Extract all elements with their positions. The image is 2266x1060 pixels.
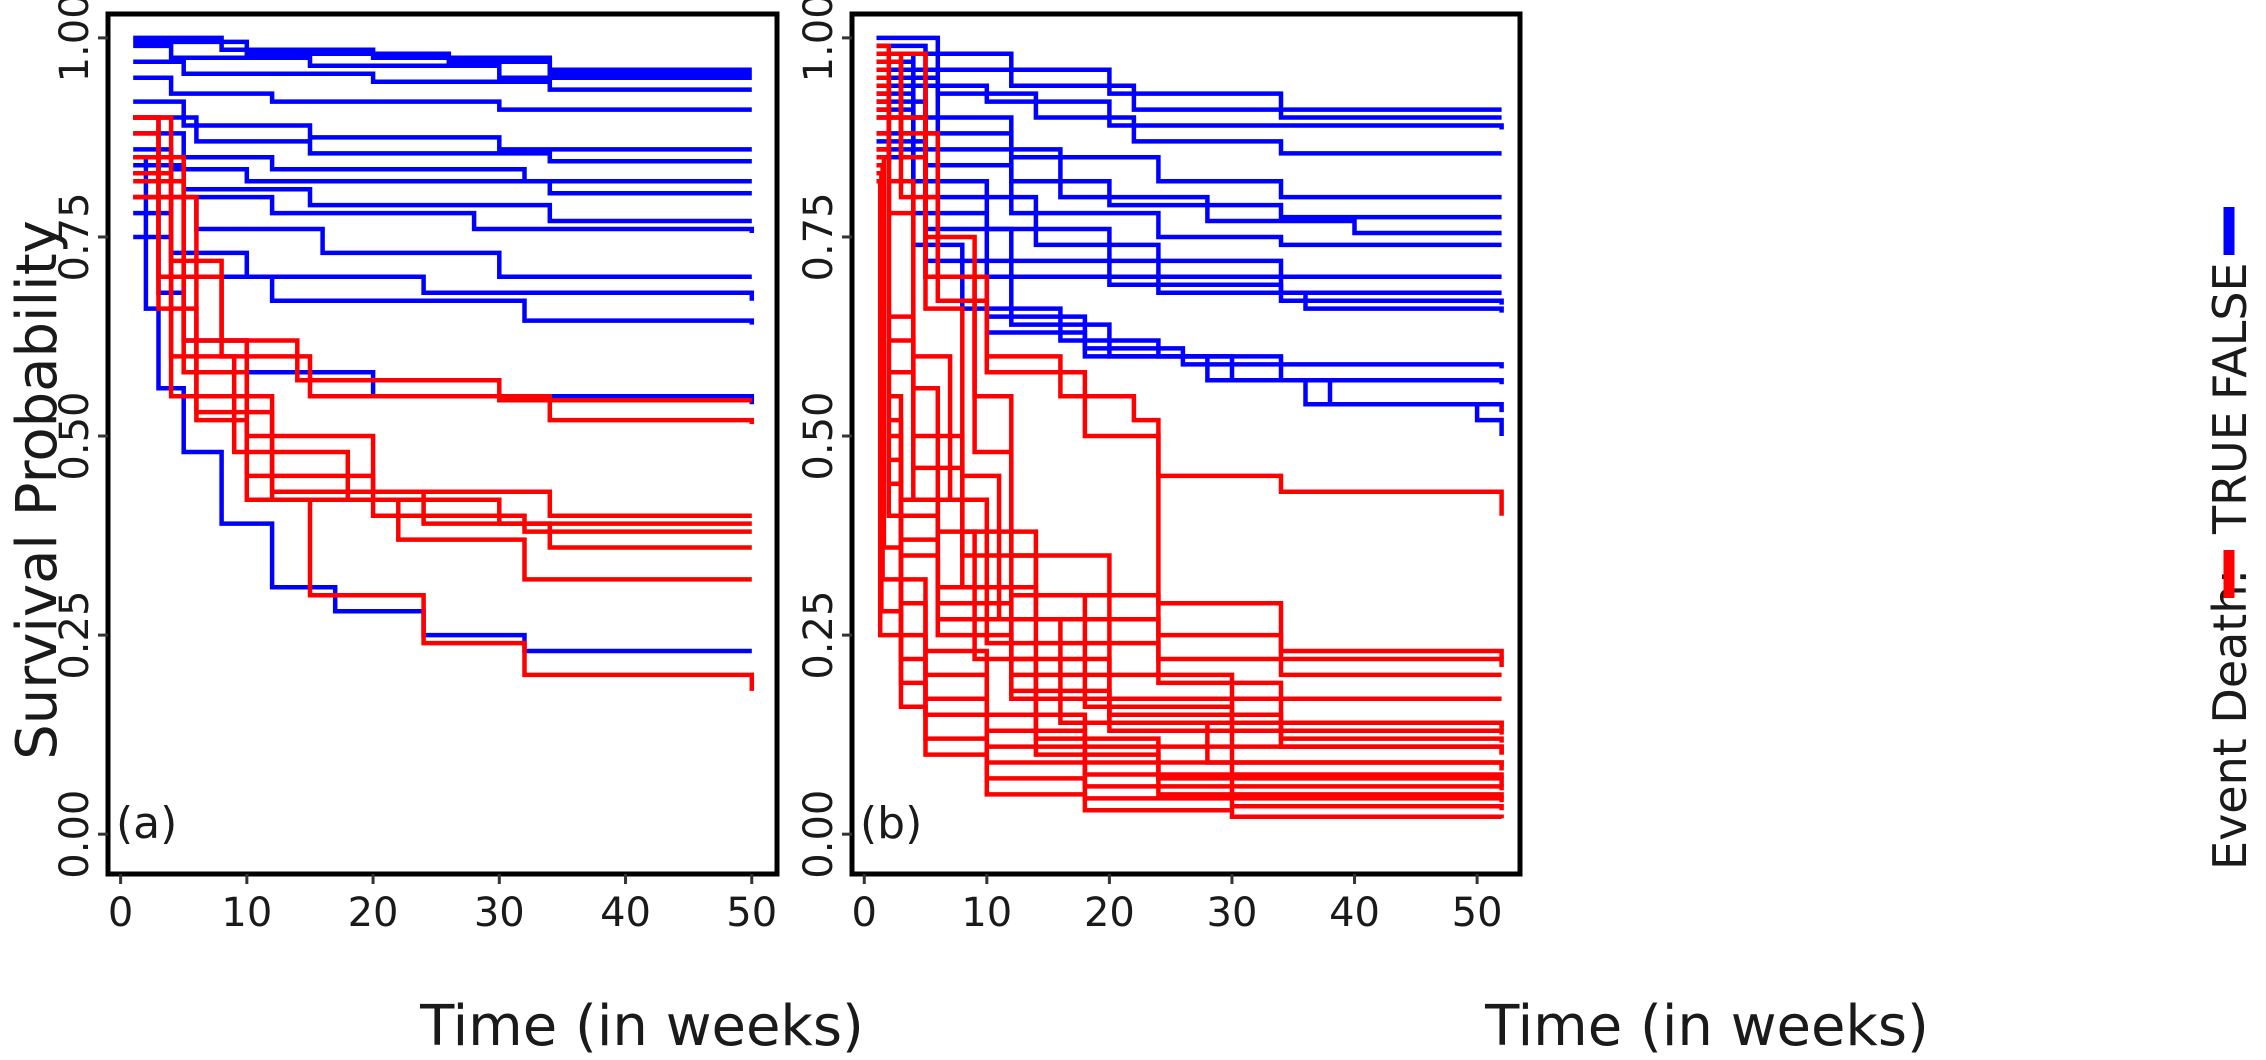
y-tick-label-a: 1.00 [52, 0, 98, 82]
y-axis-title: Survival Probability [5, 220, 70, 760]
legend: Event Death: TRUE FALSE [2203, 207, 2257, 870]
x-tick-label-b: 40 [1329, 890, 1380, 936]
x-tick-label-a: 30 [474, 890, 525, 936]
x-tick-label-b: 10 [961, 890, 1012, 936]
plot-frame-a [105, 11, 780, 877]
series-group-a [133, 35, 755, 691]
legend-label-true: TRUE [2203, 411, 2257, 535]
survival-curve-true [133, 194, 752, 550]
y-tick-label-a: 0.75 [52, 192, 98, 281]
survival-curve-true [876, 155, 1504, 791]
survival-curve-true [876, 171, 1504, 811]
survival-curve-true [876, 131, 1504, 767]
x-tick-label-b: 0 [852, 890, 877, 936]
y-tick-label-b: 0.00 [796, 790, 842, 879]
survival-curve-true [876, 147, 1504, 779]
plot-frame-b [849, 11, 1523, 877]
survival-curve-true [876, 178, 1504, 819]
survival-curve-false [133, 43, 752, 80]
x-tick-label-a: 50 [726, 890, 777, 936]
y-tick-label-a: 0.25 [52, 591, 98, 680]
survival-curve-false [876, 51, 1502, 156]
panel-a-x-axis-title: Time (in weeks) [419, 994, 864, 1059]
y-tick-label-b: 1.00 [796, 0, 842, 82]
survival-curve-false [876, 59, 1502, 200]
survival-curve-true [876, 51, 1504, 755]
panel-label-a: (a) [116, 798, 177, 849]
panel-label-b: (b) [860, 798, 922, 849]
panel-a: 0.00 0.25 0.50 0.75 1.00 0 10 20 30 40 50 (a) [52, 0, 780, 936]
survival-curve-false [133, 99, 752, 152]
legend-title: Event Death: [2203, 569, 2257, 870]
y-tick-label-a: 0.50 [52, 392, 98, 481]
survival-curve-false [876, 35, 1502, 112]
survival-curve-true [876, 59, 1504, 771]
y-tick-label-a: 0.00 [52, 790, 98, 879]
x-tick-label-b: 30 [1207, 890, 1258, 936]
survival-curve-false [133, 59, 752, 92]
panel-b: 0.00 0.25 0.50 0.75 1.00 0 10 20 30 40 50 (b) [796, 0, 1523, 936]
x-tick-label-a: 10 [221, 890, 272, 936]
survival-curve-false [876, 75, 1502, 236]
survival-curve-true [876, 67, 1504, 659]
survival-curve-true [133, 194, 752, 582]
x-tick-label-b: 20 [1084, 890, 1135, 936]
legend-label-false: FALSE [2203, 262, 2257, 400]
x-tick-label-a: 20 [348, 890, 399, 936]
y-tick-label-b: 0.50 [796, 392, 842, 481]
x-tick-label-b: 50 [1452, 890, 1503, 936]
survival-curve-false [133, 75, 752, 112]
y-tick-label-b: 0.25 [796, 591, 842, 680]
survival-curve-true [133, 115, 755, 691]
series-group-b [876, 35, 1504, 819]
y-tick-label-b: 0.75 [796, 192, 842, 281]
survival-curve-true [876, 75, 1504, 799]
panel-b-x-axis-title: Time (in weeks) [1484, 994, 1929, 1059]
x-tick-label-a: 0 [108, 890, 133, 936]
x-tick-label-a: 40 [600, 890, 651, 936]
survival-curve-false [133, 115, 752, 164]
survival-curve-true [876, 115, 1504, 755]
survival-curve-false [133, 39, 752, 76]
